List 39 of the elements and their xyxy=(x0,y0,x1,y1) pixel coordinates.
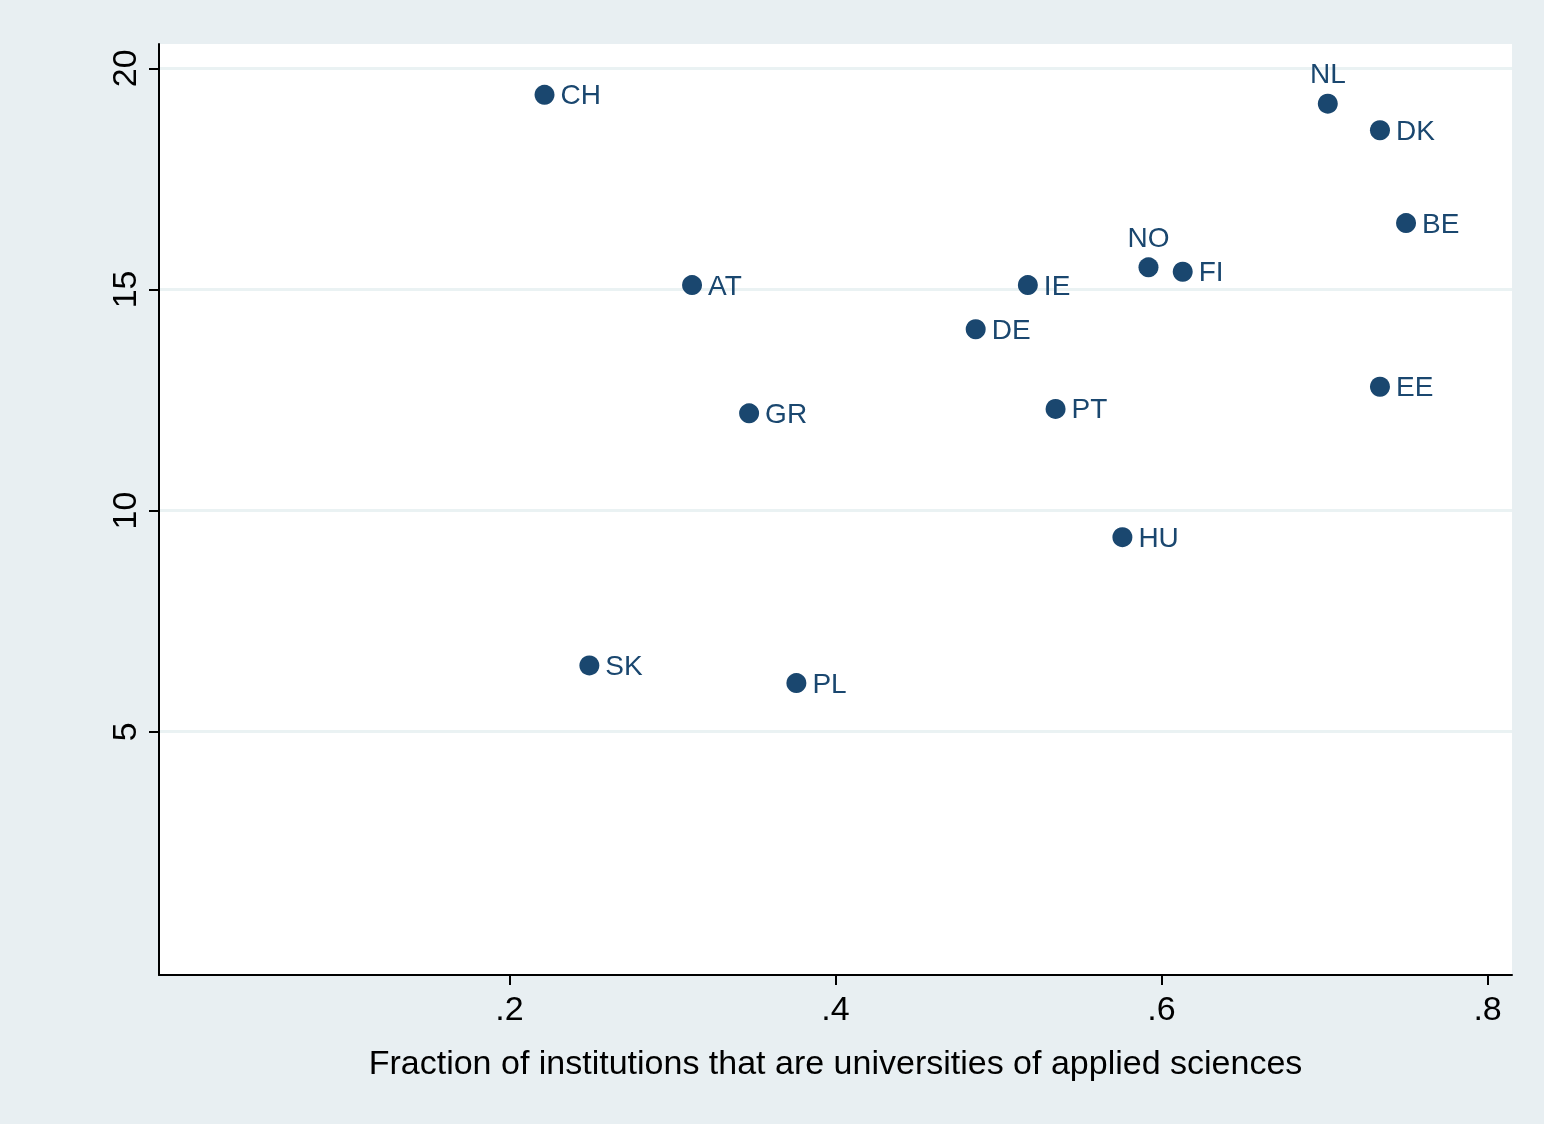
point xyxy=(534,84,555,105)
data-label: HU xyxy=(1138,521,1179,553)
point xyxy=(786,673,807,694)
x-tick-label: .2 xyxy=(495,989,524,1027)
point xyxy=(682,275,703,296)
x-tick-label: .8 xyxy=(1473,989,1502,1027)
point xyxy=(1138,257,1159,278)
y-tick-label: 10 xyxy=(105,491,143,530)
data-label: SK xyxy=(605,649,644,681)
data-label: PL xyxy=(812,667,847,699)
point xyxy=(965,319,986,340)
point xyxy=(739,403,760,424)
point xyxy=(1369,120,1390,141)
point xyxy=(579,655,600,676)
x-axis-title: Fraction of institutions that are universities of applied sciences xyxy=(368,1043,1303,1081)
data-label: GR xyxy=(765,397,808,429)
x-tick-label: .6 xyxy=(1147,989,1176,1027)
data-label: PT xyxy=(1071,393,1108,425)
point xyxy=(1045,398,1066,419)
point xyxy=(1396,213,1417,234)
data-label: DE xyxy=(991,313,1031,345)
data-label: DK xyxy=(1395,114,1436,146)
data-label: CH xyxy=(560,79,601,111)
data-label: AT xyxy=(708,269,742,301)
y-tick-label: 5 xyxy=(105,722,143,742)
data-label: EE xyxy=(1395,371,1434,403)
point xyxy=(1017,275,1038,296)
point xyxy=(1172,261,1193,282)
y-tick-label: 20 xyxy=(105,49,143,88)
data-label: NL xyxy=(1309,58,1346,90)
point xyxy=(1112,527,1133,548)
data-label: IE xyxy=(1043,269,1071,301)
data-label: NO xyxy=(1127,221,1170,253)
point xyxy=(1369,376,1390,397)
x-tick-label: .4 xyxy=(821,989,850,1027)
data-label: BE xyxy=(1422,207,1460,239)
y-tick-label: 15 xyxy=(105,270,143,309)
data-label: FI xyxy=(1198,256,1224,288)
point xyxy=(1317,93,1338,114)
